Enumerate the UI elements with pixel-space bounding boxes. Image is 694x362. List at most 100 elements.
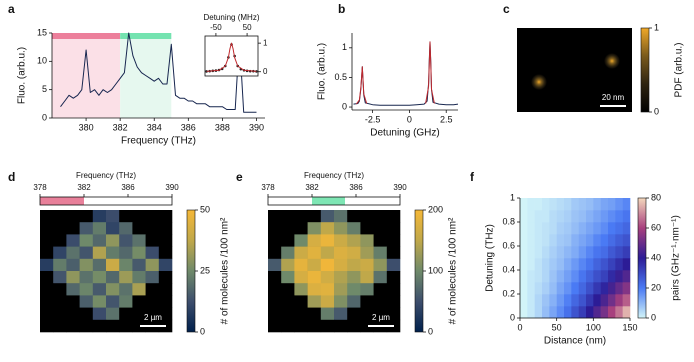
map-cell bbox=[145, 307, 160, 321]
map-cell bbox=[307, 246, 322, 260]
heatmap-cell bbox=[608, 246, 616, 259]
map-cell bbox=[92, 295, 107, 308]
map-cell bbox=[386, 307, 401, 321]
heatmap-cell bbox=[549, 222, 557, 235]
heatmap-cell bbox=[615, 294, 623, 307]
x-tick-label: 384 bbox=[147, 122, 162, 132]
heatmap-cell bbox=[622, 234, 631, 247]
x-tick-label: 50 bbox=[243, 23, 252, 32]
map-cell bbox=[334, 234, 348, 247]
map-cell bbox=[106, 258, 120, 272]
map-cell bbox=[132, 271, 146, 284]
x-tick-label: 390 bbox=[249, 122, 264, 132]
map-cell bbox=[294, 271, 308, 284]
heatmap-cell bbox=[542, 234, 550, 247]
marker bbox=[205, 70, 208, 73]
heatmap-cell bbox=[600, 306, 609, 319]
heatmap-cell bbox=[534, 306, 543, 319]
colorbar-tick-label: 0 bbox=[654, 106, 659, 116]
heatmap-cell bbox=[527, 246, 535, 259]
map-cell bbox=[79, 210, 94, 223]
colorbar bbox=[637, 197, 647, 319]
map-cell bbox=[92, 271, 107, 284]
heatmap-cell bbox=[520, 222, 528, 235]
heatmap-cell bbox=[542, 210, 550, 223]
heatmap-cell bbox=[615, 222, 623, 235]
heatmap-cell bbox=[534, 282, 543, 295]
map-cell bbox=[307, 234, 322, 247]
heatmap-cell bbox=[578, 270, 587, 283]
map-cell bbox=[347, 295, 361, 308]
y-tick-label: 0.5 bbox=[334, 72, 347, 82]
heatmap-cell bbox=[556, 270, 565, 283]
heatmap-cell bbox=[593, 198, 601, 211]
heatmap-cell bbox=[527, 270, 535, 283]
map-cell bbox=[119, 234, 133, 247]
heatmap-cell bbox=[520, 258, 528, 271]
map-cell bbox=[158, 222, 173, 235]
map-cell bbox=[53, 319, 67, 333]
map-cell bbox=[347, 307, 361, 321]
colorbar-label: pairs (GHz⁻¹·nm⁻¹) bbox=[671, 215, 682, 301]
map-cell bbox=[268, 319, 282, 333]
map-cell bbox=[373, 295, 388, 308]
heatmap-cell bbox=[520, 198, 528, 211]
heatmap-cell bbox=[534, 270, 543, 283]
heatmap-cell bbox=[549, 258, 557, 271]
map-cell bbox=[53, 234, 67, 247]
band bbox=[52, 33, 121, 118]
heatmap-cell bbox=[578, 210, 587, 223]
colorbar-tick-label: 1 bbox=[654, 22, 659, 32]
y-tick-label: 0.2 bbox=[502, 288, 515, 298]
map-cell bbox=[119, 222, 133, 235]
map-cell bbox=[347, 283, 361, 296]
map-cell bbox=[386, 258, 401, 272]
map-cell bbox=[158, 283, 173, 296]
panel-label: e bbox=[236, 170, 243, 184]
colorbar-tick-label: 40 bbox=[651, 252, 661, 262]
map-cell bbox=[119, 283, 133, 296]
map-cell bbox=[386, 283, 401, 296]
map-cell bbox=[334, 283, 348, 296]
heatmap-cell bbox=[534, 222, 543, 235]
map-cell bbox=[373, 210, 388, 223]
map-cell bbox=[268, 295, 282, 308]
map-cell bbox=[119, 258, 133, 272]
heatmap-cell bbox=[578, 294, 587, 307]
heatmap-cell bbox=[564, 234, 572, 247]
map-cell bbox=[360, 271, 374, 284]
map-cell bbox=[106, 246, 120, 260]
line bbox=[353, 41, 459, 106]
map-cell bbox=[320, 246, 335, 260]
map-cell bbox=[334, 271, 348, 284]
heatmap-cell bbox=[578, 198, 587, 211]
frequency-tick-label: 378 bbox=[33, 183, 47, 192]
x-axis-label: Distance (nm) bbox=[544, 336, 606, 347]
colorbar-label: PDF (arb.u.) bbox=[674, 42, 685, 97]
heatmap-cell bbox=[615, 210, 623, 223]
map-cell bbox=[158, 234, 173, 247]
spot bbox=[531, 74, 547, 90]
heatmap-cell bbox=[549, 198, 557, 211]
map-cell bbox=[268, 283, 282, 296]
heatmap-cell bbox=[608, 270, 616, 283]
map-cell bbox=[386, 295, 401, 308]
colorbar-label: # of molecules /100 nm² bbox=[220, 217, 231, 324]
map-cell bbox=[145, 295, 160, 308]
heatmap-cell bbox=[578, 258, 587, 271]
map-cell bbox=[320, 222, 335, 235]
map-cell bbox=[320, 307, 335, 321]
frequency-tick-label: 382 bbox=[305, 183, 319, 192]
map-cell bbox=[347, 258, 361, 272]
heatmap-cell bbox=[520, 294, 528, 307]
map-cell bbox=[360, 234, 374, 247]
heatmap-cell bbox=[593, 294, 601, 307]
heatmap-cell bbox=[549, 306, 557, 319]
map-cell bbox=[347, 246, 361, 260]
heatmap-cell bbox=[520, 210, 528, 223]
map-cell bbox=[347, 210, 361, 223]
map-cell bbox=[158, 307, 173, 321]
map-cell bbox=[92, 210, 107, 223]
heatmap-cell bbox=[578, 282, 587, 295]
